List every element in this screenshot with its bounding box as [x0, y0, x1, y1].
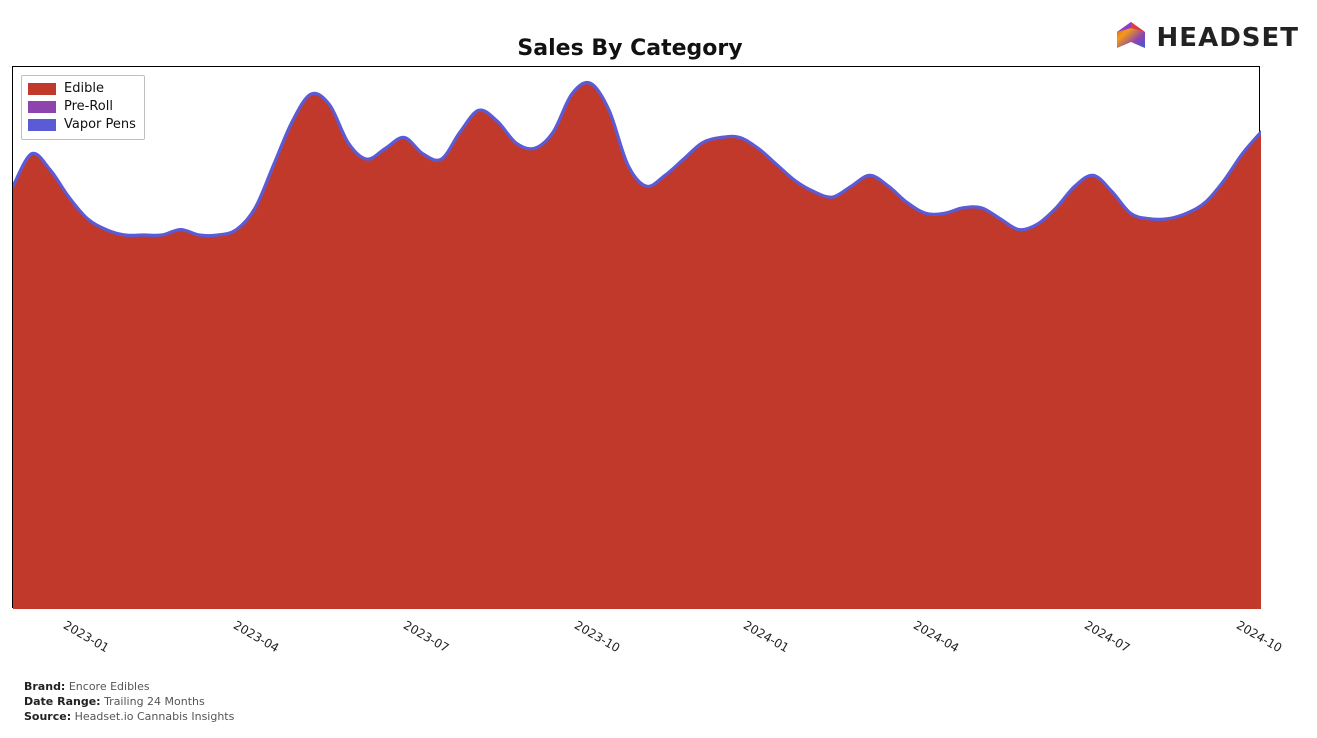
legend-label: Vapor Pens: [64, 116, 136, 134]
page-root: Sales By Category HEADSET Edible: [0, 0, 1317, 738]
meta-value: Headset.io Cannabis Insights: [75, 710, 235, 723]
meta-value: Encore Edibles: [69, 680, 150, 693]
x-tick-label: 2023-01: [61, 618, 111, 655]
brand-logo: HEADSET: [1111, 18, 1299, 58]
legend-swatch: [28, 119, 56, 131]
chart-title: Sales By Category: [0, 36, 1260, 61]
legend-swatch: [28, 83, 56, 95]
legend-item: Edible: [28, 80, 136, 98]
meta-value: Trailing 24 Months: [104, 695, 205, 708]
meta-line: Source: Headset.io Cannabis Insights: [24, 710, 234, 725]
x-tick-label: 2023-10: [572, 618, 622, 655]
plot-svg: [13, 67, 1261, 609]
legend-swatch: [28, 101, 56, 113]
legend-item: Vapor Pens: [28, 116, 136, 134]
meta-line: Brand: Encore Edibles: [24, 680, 234, 695]
legend-item: Pre-Roll: [28, 98, 136, 116]
legend-label: Pre-Roll: [64, 98, 113, 116]
x-tick-label: 2024-01: [741, 618, 791, 655]
headset-icon: [1111, 18, 1151, 58]
legend-label: Edible: [64, 80, 104, 98]
x-tick-label: 2024-07: [1082, 618, 1132, 655]
meta-line: Date Range: Trailing 24 Months: [24, 695, 234, 710]
meta-key: Date Range:: [24, 695, 101, 708]
x-tick-label: 2023-07: [401, 618, 451, 655]
meta-key: Brand:: [24, 680, 65, 693]
brand-logo-text: HEADSET: [1157, 23, 1299, 53]
meta-key: Source:: [24, 710, 71, 723]
legend: Edible Pre-Roll Vapor Pens: [21, 75, 145, 140]
meta-block: Brand: Encore Edibles Date Range: Traili…: [24, 680, 234, 725]
plot-frame: Edible Pre-Roll Vapor Pens: [12, 66, 1260, 608]
x-tick-label: 2023-04: [231, 618, 281, 655]
x-tick-label: 2024-04: [911, 618, 961, 655]
series-area-edible: [13, 83, 1261, 609]
x-tick-label: 2024-10: [1234, 618, 1284, 655]
